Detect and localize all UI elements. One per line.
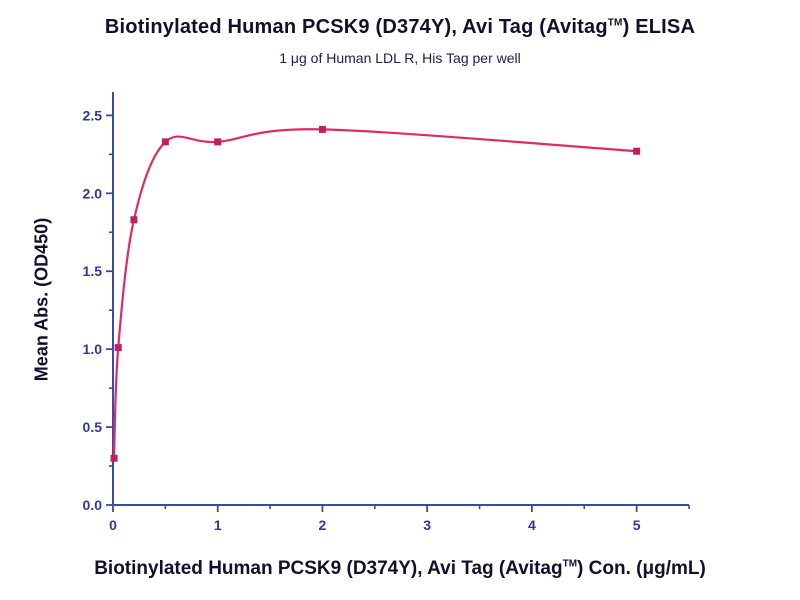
data-point-marker <box>130 216 138 224</box>
x-tick-label: 1 <box>214 517 222 533</box>
x-tick-label: 2 <box>319 517 327 533</box>
data-point-marker <box>214 138 222 146</box>
y-tick-label: 1.5 <box>83 263 103 279</box>
x-tick-label: 5 <box>633 517 641 533</box>
chart-subtitle: 1 μg of Human LDL R, His Tag per well <box>279 50 521 66</box>
data-point-marker <box>114 344 122 352</box>
x-tick-label: 0 <box>109 517 117 533</box>
data-point-marker <box>633 147 641 155</box>
y-tick-label: 0.5 <box>83 419 103 435</box>
y-tick-label: 2.5 <box>83 107 103 123</box>
x-axis-label-suffix: ) Con. (μg/mL) <box>577 558 706 579</box>
trademark-superscript-x: TM <box>562 558 578 570</box>
chart-title-suffix: ) ELISA <box>622 16 696 38</box>
x-axis-label-text: Biotinylated Human PCSK9 (D374Y), Avi Ta… <box>94 558 563 579</box>
data-point-marker <box>110 454 118 462</box>
x-tick-label: 4 <box>528 517 536 533</box>
fit-curve <box>112 128 638 460</box>
chart-title: Biotinylated Human PCSK9 (D374Y), Avi Ta… <box>0 16 800 39</box>
x-tick-label: 3 <box>423 517 431 533</box>
y-tick-label: 2.0 <box>83 185 103 201</box>
trademark-superscript: TM <box>607 17 623 29</box>
data-point-marker <box>161 138 169 146</box>
x-axis-label: Biotinylated Human PCSK9 (D374Y), Avi Ta… <box>0 558 800 580</box>
chart-title-text: Biotinylated Human PCSK9 (D374Y), Avi Ta… <box>104 16 608 38</box>
y-tick-label: 0.0 <box>83 497 103 513</box>
data-point-marker <box>318 125 326 133</box>
y-tick-label: 1.0 <box>83 341 103 357</box>
